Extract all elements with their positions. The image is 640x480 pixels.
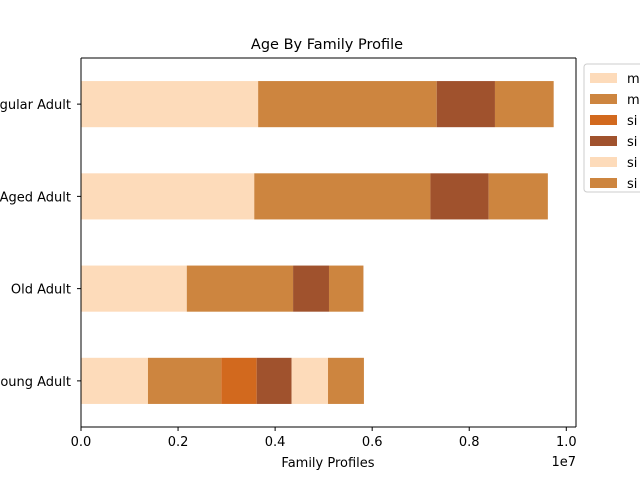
bar-segment (147, 357, 222, 404)
bar-segment (291, 357, 329, 404)
x-tick-label: 1.0 (556, 435, 577, 450)
bar-segment (254, 173, 431, 220)
bar-segment (436, 81, 495, 128)
y-tick-label: Aged Adult (0, 190, 71, 205)
x-tick-label: 0.2 (168, 435, 189, 450)
bar-segment (328, 265, 364, 312)
legend-swatch (590, 73, 617, 83)
x-axis-offset-label: 1e7 (551, 455, 576, 470)
bar-segment (494, 81, 554, 128)
axes-layer: 0.0 0.2 0.4 0.6 0.8 1.0 gular Adult Aged Adult O… (0, 57, 577, 450)
y-tick-label: gular Adult (0, 98, 71, 113)
bar-segment (81, 357, 148, 404)
x-tick-label: 0.8 (459, 435, 480, 450)
x-tick-label: 0.0 (71, 435, 92, 450)
legend-entry-label: m (627, 93, 640, 108)
y-tick-label: Old Adult (11, 283, 71, 298)
legend-entry-label: si (627, 177, 637, 192)
x-axis-label: Family Profiles (281, 456, 374, 471)
legend-swatch (590, 94, 617, 104)
legend-swatch (590, 157, 617, 167)
bar-segment (328, 357, 364, 404)
legend-entry-label: si (627, 135, 637, 150)
bar-segment (256, 357, 292, 404)
bar-segment (81, 81, 259, 128)
legend-entry-label: si (627, 114, 637, 129)
bar-segment (488, 173, 548, 220)
legend-entry-label: si (627, 156, 637, 171)
bar-segment (221, 357, 257, 404)
bar-segment (81, 265, 187, 312)
x-tick-label: 0.6 (362, 435, 383, 450)
bars-layer (81, 81, 554, 404)
legend-swatch (590, 115, 617, 125)
legend: mm si si si si (583, 63, 640, 193)
bar-segment (258, 81, 437, 128)
x-tick-label: 0.4 (265, 435, 286, 450)
bar-segment (430, 173, 489, 220)
y-tick-label: oung Adult (0, 375, 71, 390)
legend-entry-label: m (627, 72, 640, 87)
legend-swatch (590, 136, 617, 146)
chart-title: Age By Family Profile (251, 37, 403, 53)
bar-segment (186, 265, 294, 312)
bar-segment (81, 173, 255, 220)
legend-swatch (590, 178, 617, 188)
bar-segment (293, 265, 329, 312)
